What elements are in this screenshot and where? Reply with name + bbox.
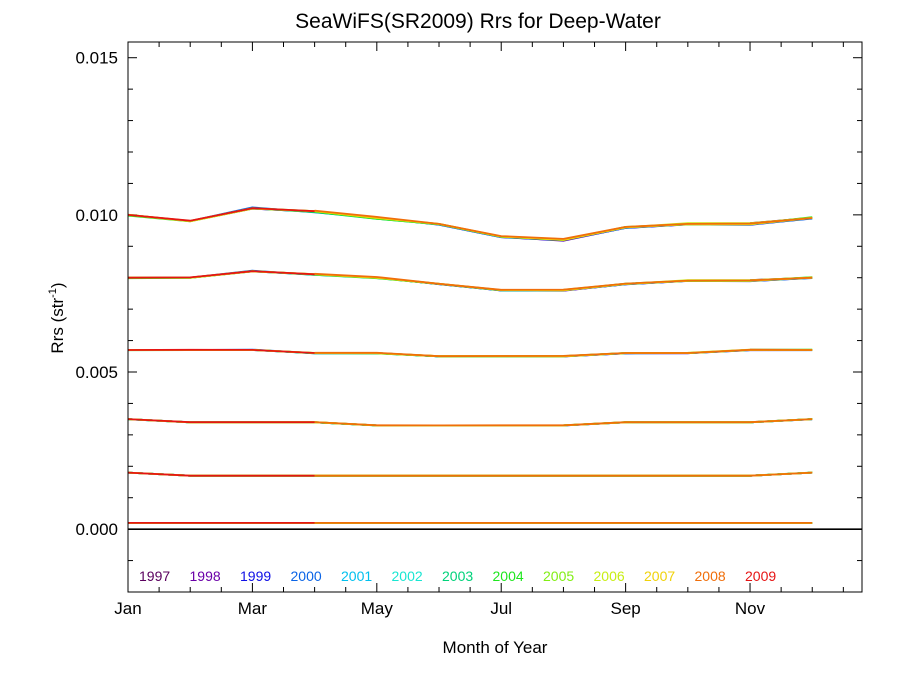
legend-entry-1999: 1999 [240,568,271,584]
plot-area: 0.000 0.005 0.010 0.015 Jan Mar May Jul Sep Nov 19… [75,42,862,618]
legend-entry-2005: 2005 [543,568,574,584]
y-tick-label: 0.015 [75,49,118,68]
y-tick-label: 0.000 [75,520,118,539]
series-line-2008-b1 [314,209,813,240]
series-line-2009-b1 [127,207,315,222]
x-tick-label: Mar [238,599,268,618]
series-line-2009-b4 [127,418,315,424]
y-axis-label-main: Rrs (str [48,298,67,354]
legend-entry-2001: 2001 [341,568,372,584]
series-line-2009-b3 [127,348,315,354]
x-tick-label: May [361,599,394,618]
y-tick-label: 0.010 [75,206,118,225]
x-tick-label: Jan [114,599,141,618]
legend-entry-1998: 1998 [190,568,221,584]
legend-entry-2006: 2006 [594,568,625,584]
y-axis-label-sup: -1 [47,288,59,298]
y-axis-label: Rrs (str-1) [47,282,67,353]
legend-entry-2007: 2007 [644,568,675,584]
y-tick-label: 0.005 [75,363,118,382]
series-line-2009-b5 [127,471,315,477]
legend-entry-2009: 2009 [745,568,776,584]
series-line-2008-b3 [314,348,813,358]
x-tick-label: Jul [490,599,512,618]
series-line-2008-b5 [314,471,813,477]
x-tick-label: Nov [735,599,766,618]
plot-frame [127,41,863,593]
series-line-2008-b2 [314,272,813,291]
legend-entry-1997: 1997 [139,568,170,584]
legend-entry-2008: 2008 [695,568,726,584]
legend-entry-2004: 2004 [493,568,524,584]
series-line-2008-b4 [314,418,813,427]
legend-entry-2000: 2000 [291,568,322,584]
series-line-2009-b2 [127,270,315,279]
x-axis-label: Month of Year [443,638,548,657]
y-axis-label-end: ) [48,282,67,288]
legend-entry-2003: 2003 [442,568,473,584]
legend-entry-2002: 2002 [392,568,423,584]
chart-title: SeaWiFS(SR2009) Rrs for Deep-Water [295,10,661,33]
x-tick-label: Sep [611,599,641,618]
